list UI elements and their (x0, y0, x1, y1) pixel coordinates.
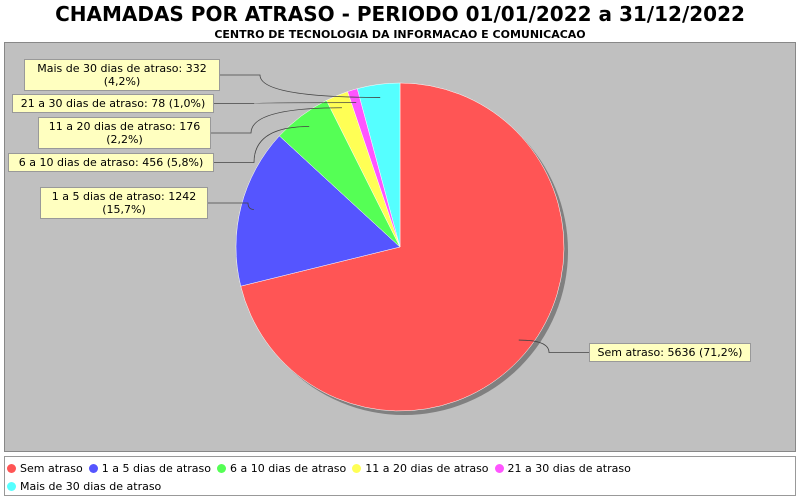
chart-title: CHAMADAS POR ATRASO - PERIODO 01/01/2022… (55, 2, 745, 26)
legend-marker (352, 463, 362, 473)
legend-label: 11 a 20 dias de atraso (365, 461, 489, 475)
legend-marker (217, 463, 227, 473)
label-connector (214, 102, 357, 104)
legend-label: 6 a 10 dias de atraso (230, 461, 347, 475)
label-connector (211, 107, 342, 134)
data-label: Sem atraso: 5636 (71,2%) (589, 343, 751, 362)
pie-slice (356, 82, 401, 248)
chart-subtitle: CENTRO DE TECNOLOGIA DA INFORMACAO E COM… (214, 28, 585, 41)
legend-item: 11 a 20 dias de atraso (352, 459, 489, 477)
data-label: 6 a 10 dias de atraso: 456 (5,8%) (8, 153, 214, 172)
data-label: Mais de 30 dias de atraso: 332 (4,2%) (24, 59, 220, 91)
label-connector (208, 202, 254, 210)
legend-label: Mais de 30 dias de atraso (20, 479, 162, 493)
legend-marker (7, 481, 16, 491)
legend-marker (88, 463, 98, 473)
data-label: 21 a 30 dias de atraso: 78 (1,0%) (12, 94, 214, 113)
label-connector (220, 74, 381, 98)
label-connector (518, 339, 589, 353)
legend-label: 1 a 5 dias de atraso (101, 461, 212, 475)
legend-item: Mais de 30 dias de atraso (7, 477, 161, 495)
legend-label: 21 a 30 dias de atraso (507, 461, 631, 475)
data-label: 1 a 5 dias de atraso: 1242 (15,7%) (40, 187, 208, 219)
legend: Sem atraso 1 a 5 dias de atraso 6 a 10 dia… (4, 456, 796, 496)
legend-item: 6 a 10 dias de atraso (217, 459, 346, 477)
legend-marker (7, 463, 16, 473)
legend-item: 21 a 30 dias de atraso (494, 459, 631, 477)
legend-item: Sem atraso (7, 459, 83, 477)
legend-item: 1 a 5 dias de atraso (88, 459, 212, 477)
label-connector (214, 126, 310, 163)
legend-label: Sem atraso (20, 461, 83, 475)
pie-slice (240, 82, 565, 412)
data-label: 11 a 20 dias de atraso: 176 (2,2%) (38, 117, 211, 149)
pie-slice (235, 135, 401, 287)
legend-marker (494, 463, 504, 473)
